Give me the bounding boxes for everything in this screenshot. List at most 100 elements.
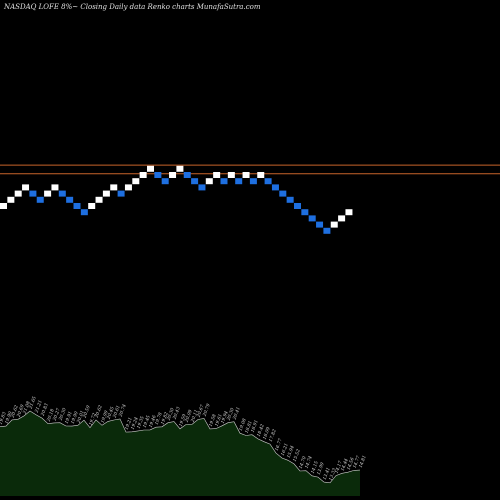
area-value-label: 20.62 [9, 404, 19, 419]
renko-brick-down [29, 190, 37, 197]
resistance-lines [0, 164, 500, 175]
renko-brick-down [279, 190, 287, 197]
area-value-label: 20.61 [111, 405, 121, 420]
renko-brick-down [286, 196, 294, 203]
area-value-label: 19.99 [100, 410, 110, 424]
area-value-label: 19.59 [178, 413, 188, 427]
renko-brick-up [14, 190, 22, 197]
renko-brick-down [161, 178, 169, 185]
renko-brick-up [7, 196, 15, 203]
lower-area-labels: 19.8319.9020.6220.6921.0821.6521.2120.83… [0, 395, 368, 481]
area-value-label: 14.70 [298, 455, 308, 469]
renko-brick-up [330, 221, 338, 228]
area-value-label: 15.52 [292, 448, 302, 462]
area-value-label: 19.82 [160, 411, 170, 425]
area-value-label: 19.72 [88, 412, 98, 426]
area-value-label: 14.17 [334, 460, 344, 474]
area-value-label: 19.08 [238, 418, 248, 432]
area-value-label: 19.61 [214, 413, 224, 427]
area-value-label: 18.09 [262, 426, 272, 440]
renko-brick-down [323, 227, 331, 234]
area-value-label: 14.15 [310, 460, 320, 474]
renko-brick-up [205, 178, 213, 185]
area-value-label: 20.43 [171, 406, 181, 421]
area-value-label: 14.77 [352, 455, 362, 469]
area-value-label: 21.21 [33, 399, 43, 414]
area-value-label: 18.42 [256, 423, 266, 437]
renko-brick-up [176, 165, 184, 172]
area-value-label: 20.74 [117, 403, 127, 418]
renko-brick-up [139, 172, 147, 178]
renko-brick-down [191, 178, 199, 185]
area-value-label: 20.27 [51, 407, 61, 422]
area-value-label: 19.24 [130, 416, 140, 430]
area-value-label: 18.91 [250, 419, 260, 433]
area-line [0, 410, 361, 484]
area-value-label: 20.30 [225, 407, 235, 422]
renko-brick-down [58, 190, 66, 197]
area-value-label: 18.81 [244, 420, 254, 434]
renko-brick-down [220, 178, 228, 185]
area-value-label: 19.21 [124, 417, 134, 431]
area-value-label: 20.59 [81, 405, 91, 420]
area-value-label: 20.30 [165, 407, 175, 422]
area-value-label: 13.33 [328, 467, 338, 481]
area-value-label: 16.77 [274, 438, 284, 452]
renko-brick-down [66, 196, 74, 203]
renko-brick-up [102, 190, 110, 197]
area-value-label: 19.35 [136, 415, 146, 429]
renko-brick-up [95, 196, 103, 203]
renko-brick-up [147, 165, 154, 172]
area-value-label: 19.83 [0, 411, 8, 425]
renko-brick-down [294, 203, 301, 209]
renko-brick-up [227, 172, 235, 178]
area-value-label: 19.90 [4, 411, 14, 425]
renko-brick-up [242, 172, 250, 178]
area-value-label: 13.41 [322, 467, 332, 481]
renko-brick-down [36, 196, 44, 203]
area-value-label: 20.79 [201, 403, 211, 418]
renko-brick-down [308, 215, 316, 222]
area-value-label: 20.67 [195, 404, 205, 419]
area-value-label: 19.94 [220, 410, 230, 424]
renko-brick-up [22, 184, 30, 191]
area-value-label: 20.30 [57, 407, 67, 422]
area-value-label: 14.56 [346, 457, 356, 471]
renko-brick-up [51, 184, 59, 191]
area-value-label: 20.09 [183, 409, 193, 424]
area-value-label: 16.21 [280, 442, 290, 456]
area-value-label: 14.74 [304, 455, 314, 469]
renko-brick-down [271, 184, 279, 191]
area-value-label: 13.99 [316, 462, 326, 476]
area-value-label: 20.18 [45, 408, 55, 423]
renko-brick-up [132, 178, 140, 185]
area-value-label: 20.62 [93, 404, 103, 419]
renko-brick-down [80, 209, 88, 216]
area-value-label: 19.58 [208, 413, 218, 427]
renko-brick-up [124, 184, 132, 191]
area-value-label: 15.94 [286, 445, 296, 459]
renko-brick-down [198, 184, 206, 191]
area-value-label: 19.78 [154, 412, 164, 426]
area-value-label: 19.46 [148, 414, 158, 428]
area-value-label: 19.91 [64, 411, 74, 425]
area-value-label: 21.65 [27, 395, 37, 410]
renko-bricks [0, 165, 353, 234]
area-value-label: 20.11 [189, 409, 199, 424]
area-value-label: 17.82 [268, 428, 278, 442]
renko-brick-down [249, 178, 257, 185]
renko-brick-up [88, 203, 96, 209]
area-value-label: 20.69 [15, 404, 25, 419]
renko-brick-up [169, 172, 177, 178]
area-fill [0, 411, 360, 496]
lower-area-panel [0, 410, 361, 496]
renko-brick-up [338, 215, 346, 222]
renko-brick-down [264, 178, 272, 185]
renko-brick-down [301, 209, 309, 216]
renko-brick-up [257, 172, 265, 178]
area-value-label: 20.01 [75, 410, 85, 425]
area-value-label: 20.41 [231, 406, 241, 421]
renko-brick-down [316, 221, 324, 228]
